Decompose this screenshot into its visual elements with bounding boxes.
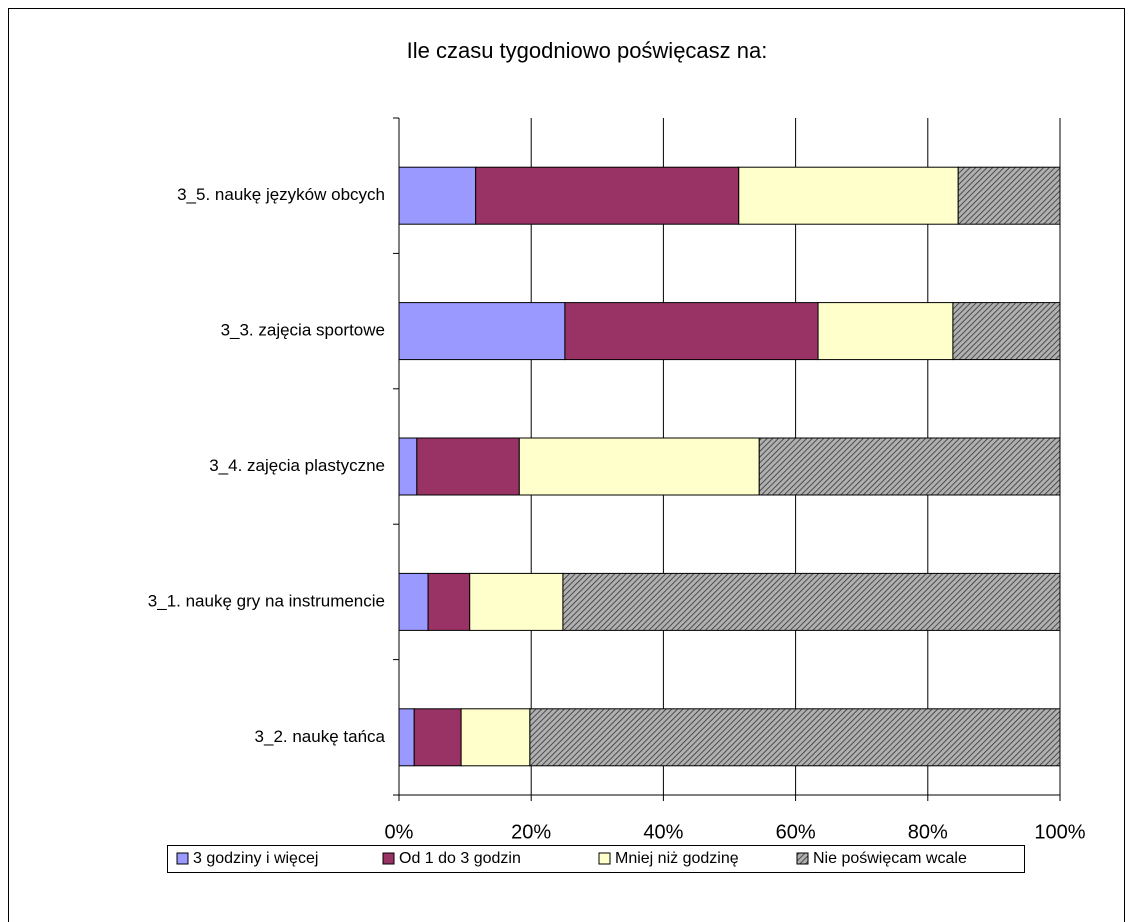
bar-segment [398, 572, 429, 631]
category-label: 3_1. naukę gry na instrumencie [148, 591, 385, 610]
bar-segment [416, 437, 520, 496]
category-label: 3_5. naukę języków obcych [177, 185, 385, 204]
bar-segment [427, 572, 471, 631]
category-label: 3_2. naukę tańca [255, 727, 386, 746]
legend-box [167, 845, 1025, 873]
legend-label: Nie poświęcam wcale [813, 850, 967, 867]
bar-segment [469, 572, 564, 631]
bar-segment [952, 302, 1061, 361]
legend-swatch [176, 852, 189, 865]
legend-swatch [382, 852, 395, 865]
x-tick-label: 20% [511, 821, 551, 843]
legend-label: 3 godziny i więcej [193, 850, 318, 867]
legend-swatch [598, 852, 611, 865]
bar-segment [398, 302, 566, 361]
x-tick-label: 100% [1034, 821, 1085, 843]
bar-segment [957, 166, 1061, 225]
bar-segment [398, 437, 418, 496]
bar-segment [460, 708, 531, 767]
bar-segment [817, 302, 954, 361]
legend-label: Mniej niż godzinę [615, 850, 739, 867]
category-label: 3_3. zajęcia sportowe [221, 321, 385, 340]
x-tick-label: 80% [908, 821, 948, 843]
legend-label: Od 1 do 3 godzin [399, 850, 521, 867]
bar-segment [758, 437, 1061, 496]
bar-segment [562, 572, 1061, 631]
bar-segment [398, 166, 477, 225]
bar-segment [564, 302, 819, 361]
bar-segment [398, 708, 415, 767]
x-tick-label: 60% [776, 821, 816, 843]
chart-title: Ile czasu tygodniowo poświęcasz na: [407, 38, 768, 63]
x-tick-label: 40% [643, 821, 683, 843]
bar-segment [529, 708, 1061, 767]
bar-segment [738, 166, 959, 225]
legend-swatch [796, 852, 809, 865]
bar-segment [518, 437, 760, 496]
bar-segment [413, 708, 462, 767]
x-tick-label: 0% [385, 821, 414, 843]
category-label: 3_4. zajęcia plastyczne [209, 456, 385, 475]
bar-segment [475, 166, 740, 225]
